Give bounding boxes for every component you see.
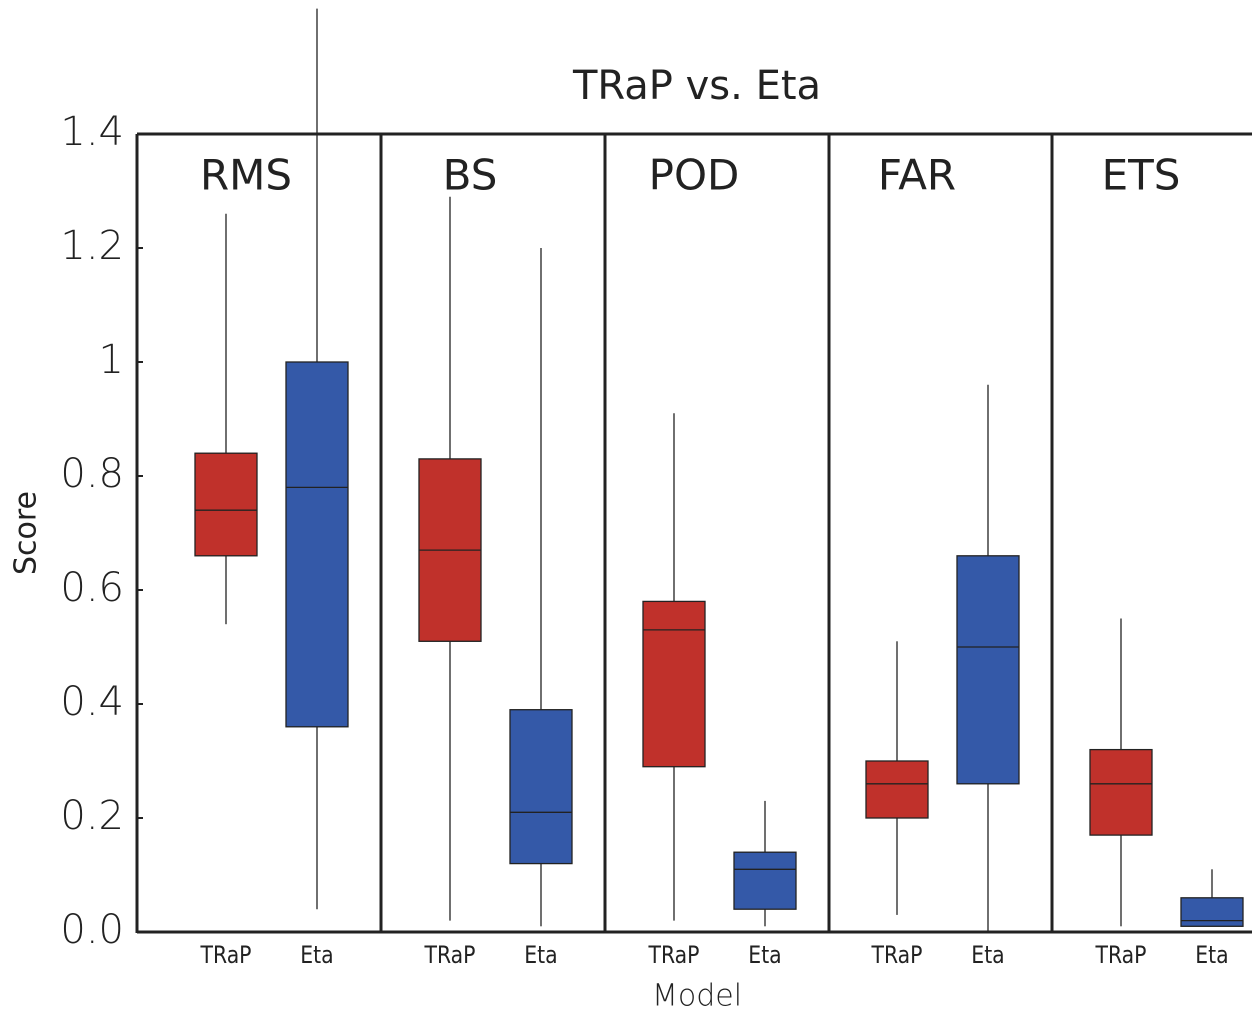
chart-title: TRaP vs. Eta	[572, 63, 821, 109]
x-tick-label: Eta	[971, 941, 1004, 969]
box	[733, 851, 797, 910]
box	[956, 555, 1020, 785]
box	[509, 709, 573, 865]
x-tick-label: Eta	[748, 941, 781, 969]
y-tick-label: 1	[99, 337, 124, 383]
box	[194, 452, 258, 557]
x-tick-label: Eta	[300, 941, 333, 969]
box	[1089, 748, 1153, 836]
x-axis-label: Model	[652, 979, 742, 1012]
y-axis-label: Score	[9, 491, 44, 575]
x-tick-label: TRaP	[424, 941, 476, 969]
y-tick-label: 1.2	[60, 223, 124, 269]
y-tick-label: 0.4	[60, 679, 124, 725]
y-tick-label: 0.2	[60, 793, 124, 839]
panel-title: POD	[649, 151, 740, 200]
x-tick-label: TRaP	[200, 941, 252, 969]
y-tick-label: 0.8	[60, 451, 124, 497]
box	[642, 600, 706, 768]
panel-title: RMS	[200, 151, 292, 200]
x-tick-label: Eta	[524, 941, 557, 969]
panel-title: ETS	[1102, 151, 1181, 200]
panel-title: FAR	[878, 151, 956, 200]
y-tick-label: 1.4	[60, 109, 124, 155]
y-tick-label: 0.0	[60, 907, 124, 953]
box	[1180, 897, 1244, 927]
x-tick-label: TRaP	[1095, 941, 1147, 969]
x-tick-label: TRaP	[648, 941, 700, 969]
x-tick-label: TRaP	[871, 941, 923, 969]
y-tick-label: 0.6	[60, 565, 124, 611]
box	[285, 361, 349, 728]
x-tick-label: Eta	[1195, 941, 1228, 969]
panel-title: BS	[443, 151, 498, 200]
box	[865, 760, 929, 819]
